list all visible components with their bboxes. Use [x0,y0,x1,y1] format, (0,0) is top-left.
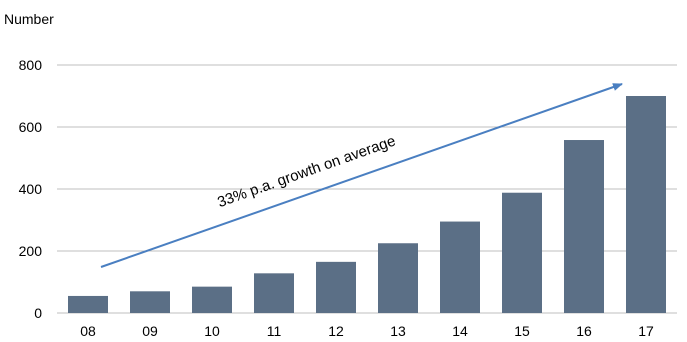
x-tick-label: 13 [390,323,406,339]
bars [68,96,666,313]
x-tick-label: 16 [576,323,592,339]
bar-12 [316,261,356,313]
y-axis-ticks: 0 200 400 600 800 [19,57,43,321]
bar-09 [130,291,170,313]
growth-arrow [100,83,623,268]
bar-16 [564,140,604,313]
bar-14 [440,221,480,313]
x-tick-label: 09 [142,323,158,339]
bar-11 [254,273,294,313]
y-tick-label: 400 [19,181,43,197]
bar-08 [68,295,108,313]
x-tick-label: 17 [638,323,654,339]
growth-annotation: 33% p.a. growth on average [100,83,623,268]
x-tick-label: 14 [452,323,468,339]
y-tick-label: 800 [19,57,43,73]
y-tick-label: 0 [34,305,42,321]
y-tick-label: 600 [19,119,43,135]
x-tick-label: 08 [80,323,96,339]
bar-13 [378,243,418,313]
bar-10 [192,286,232,313]
y-axis-title: Number [4,11,54,27]
x-tick-label: 10 [204,323,220,339]
bar-17 [626,96,666,313]
x-axis-ticks: 08 09 10 11 12 13 14 15 16 17 [80,323,654,339]
y-tick-label: 200 [19,243,43,259]
x-tick-label: 15 [514,323,530,339]
bar-15 [502,192,542,313]
x-tick-label: 12 [328,323,344,339]
x-tick-label: 11 [267,323,282,339]
